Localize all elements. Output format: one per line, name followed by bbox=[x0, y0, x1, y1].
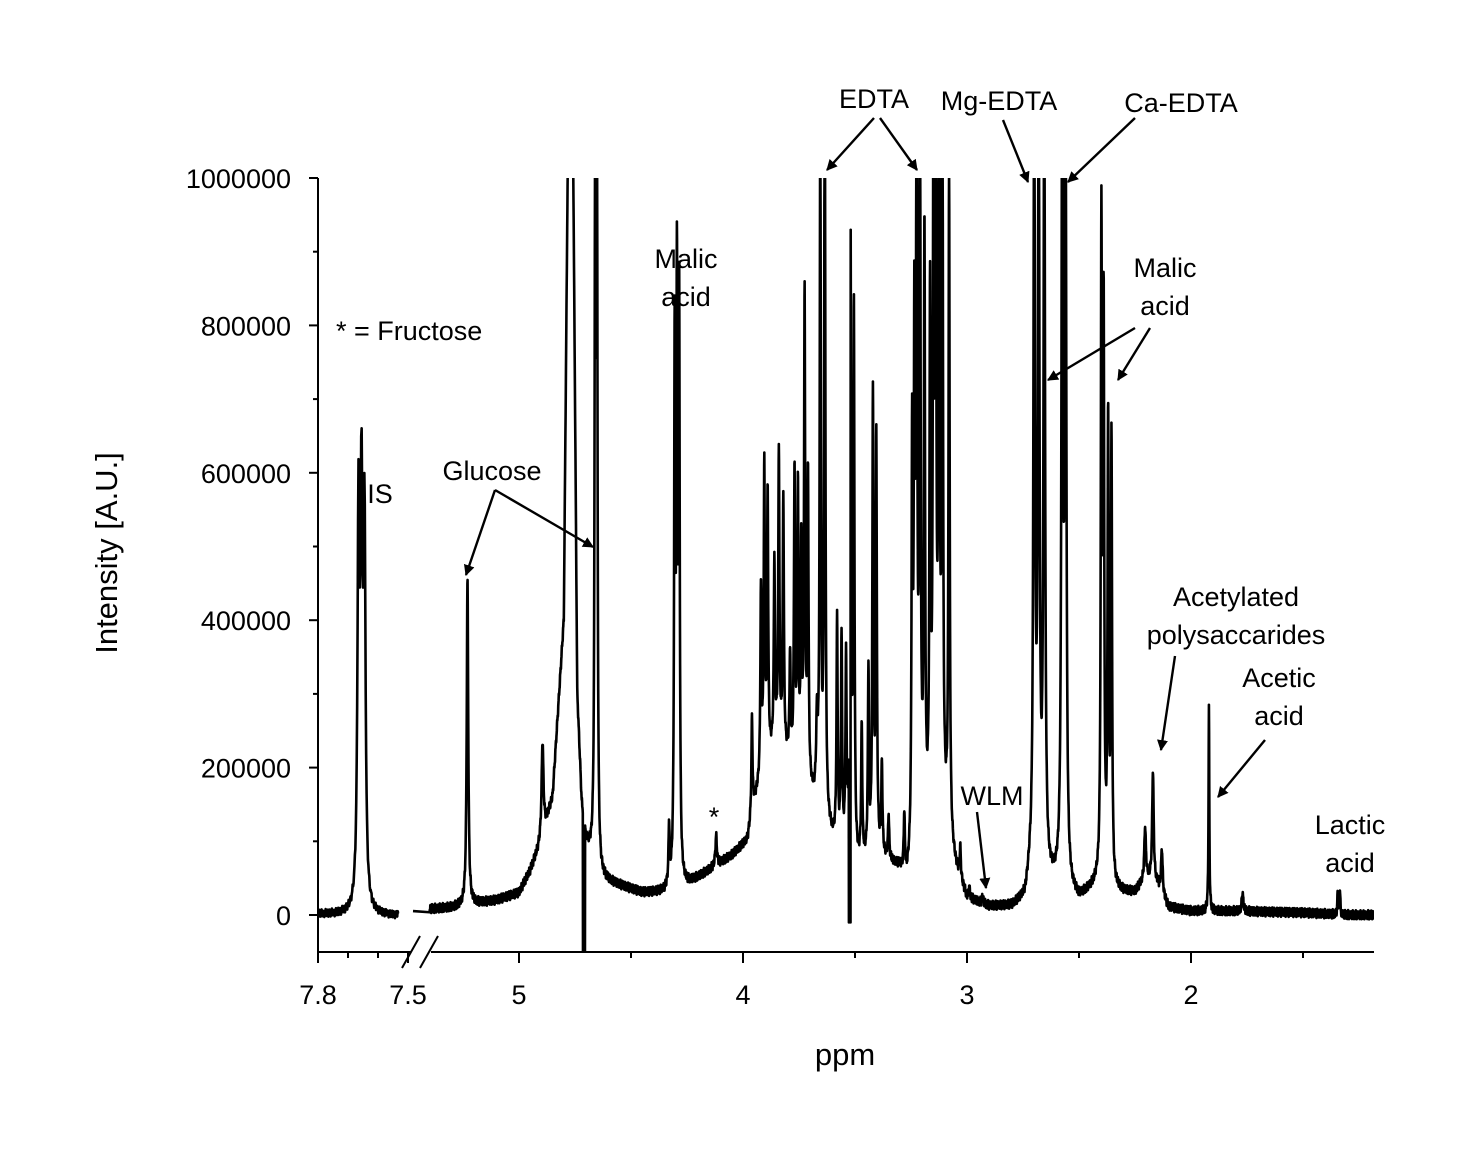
y-tick-label: 200000 bbox=[201, 754, 291, 784]
annotation-arrow bbox=[1217, 739, 1266, 798]
spectrum-line-segment-right bbox=[412, 178, 1374, 952]
annotation-line: Acetylated bbox=[1173, 582, 1299, 612]
annotation-malic-1: Malic acid bbox=[654, 244, 717, 312]
annotation-line: polysaccarides bbox=[1147, 620, 1326, 650]
annotation-fructose-star: * bbox=[709, 802, 720, 832]
annotation-line: Acetic bbox=[1242, 663, 1316, 693]
annotation-arrow bbox=[1157, 655, 1177, 752]
x-axis-title: ppm bbox=[815, 1037, 875, 1072]
y-axis-title: Intensity [A.U.] bbox=[89, 452, 124, 654]
annotation-line: acid bbox=[1254, 701, 1304, 731]
annotation-line: Lactic bbox=[1315, 810, 1386, 840]
annotation-line: Malic bbox=[654, 244, 717, 274]
spectrum-layer bbox=[318, 178, 1374, 952]
axis-break-mark bbox=[419, 935, 439, 969]
annotation-line: Ca-EDTA bbox=[1124, 88, 1238, 118]
annotation-is: IS bbox=[367, 479, 393, 509]
x-tick-label: 2 bbox=[1183, 980, 1198, 1010]
axes-layer: 0 200000 400000 600000 800000 1000000 7.8 7.5 5 4… bbox=[186, 164, 1374, 1010]
y-tick-label: 400000 bbox=[201, 606, 291, 636]
annotation-line: Malic bbox=[1133, 253, 1196, 283]
annotation-line: EDTA bbox=[839, 84, 909, 114]
y-tick-label: 600000 bbox=[201, 459, 291, 489]
y-tick-label: 800000 bbox=[201, 311, 291, 341]
y-tick-label: 1000000 bbox=[186, 164, 291, 194]
annotation-fructose-key: * = Fructose bbox=[336, 316, 482, 346]
annotation-line: acid bbox=[1325, 848, 1375, 878]
annotation-acetylated: Acetylated polysaccarides bbox=[1147, 582, 1326, 650]
annotation-line: Glucose bbox=[442, 456, 541, 486]
annotation-arrow bbox=[1001, 119, 1030, 184]
annotation-arrow bbox=[1047, 326, 1136, 382]
annotations-layer: IS Glucose * = Fructose * Malic acid EDTA Mg-ED… bbox=[336, 84, 1386, 890]
annotation-line: * bbox=[709, 802, 720, 832]
annotation-arrow bbox=[494, 488, 594, 549]
spectrum-line-segment-left bbox=[318, 426, 400, 920]
y-tick-label: 0 bbox=[276, 901, 291, 931]
annotation-arrow bbox=[1067, 117, 1136, 183]
x-tick-label: 4 bbox=[735, 980, 750, 1010]
annotation-line: * = Fructose bbox=[336, 316, 482, 346]
annotation-glucose: Glucose bbox=[442, 456, 541, 486]
axis-break-mark bbox=[401, 935, 421, 969]
annotation-line: acid bbox=[1140, 291, 1190, 321]
annotation-arrow bbox=[879, 117, 918, 171]
annotation-line: WLM bbox=[961, 781, 1024, 811]
annotation-arrow bbox=[1116, 327, 1152, 381]
annotation-mg-edta: Mg-EDTA bbox=[941, 86, 1058, 116]
annotation-lactic: Lactic acid bbox=[1315, 810, 1386, 878]
annotation-malic-2: Malic acid bbox=[1133, 253, 1196, 321]
annotation-edta: EDTA bbox=[839, 84, 909, 114]
annotation-line: Mg-EDTA bbox=[941, 86, 1058, 116]
annotation-ca-edta: Ca-EDTA bbox=[1124, 88, 1238, 118]
x-tick-label: 7.5 bbox=[389, 980, 427, 1010]
annotation-line: acid bbox=[661, 282, 711, 312]
x-tick-label: 3 bbox=[959, 980, 974, 1010]
x-tick-label: 7.8 bbox=[299, 980, 337, 1010]
annotation-wlm: WLM bbox=[961, 781, 1024, 811]
annotation-arrow bbox=[975, 811, 991, 890]
annotation-arrow bbox=[826, 117, 875, 171]
annotation-line: IS bbox=[367, 479, 393, 509]
annotation-acetic: Acetic acid bbox=[1242, 663, 1316, 731]
annotation-arrow bbox=[463, 489, 497, 577]
x-tick-label: 5 bbox=[511, 980, 526, 1010]
